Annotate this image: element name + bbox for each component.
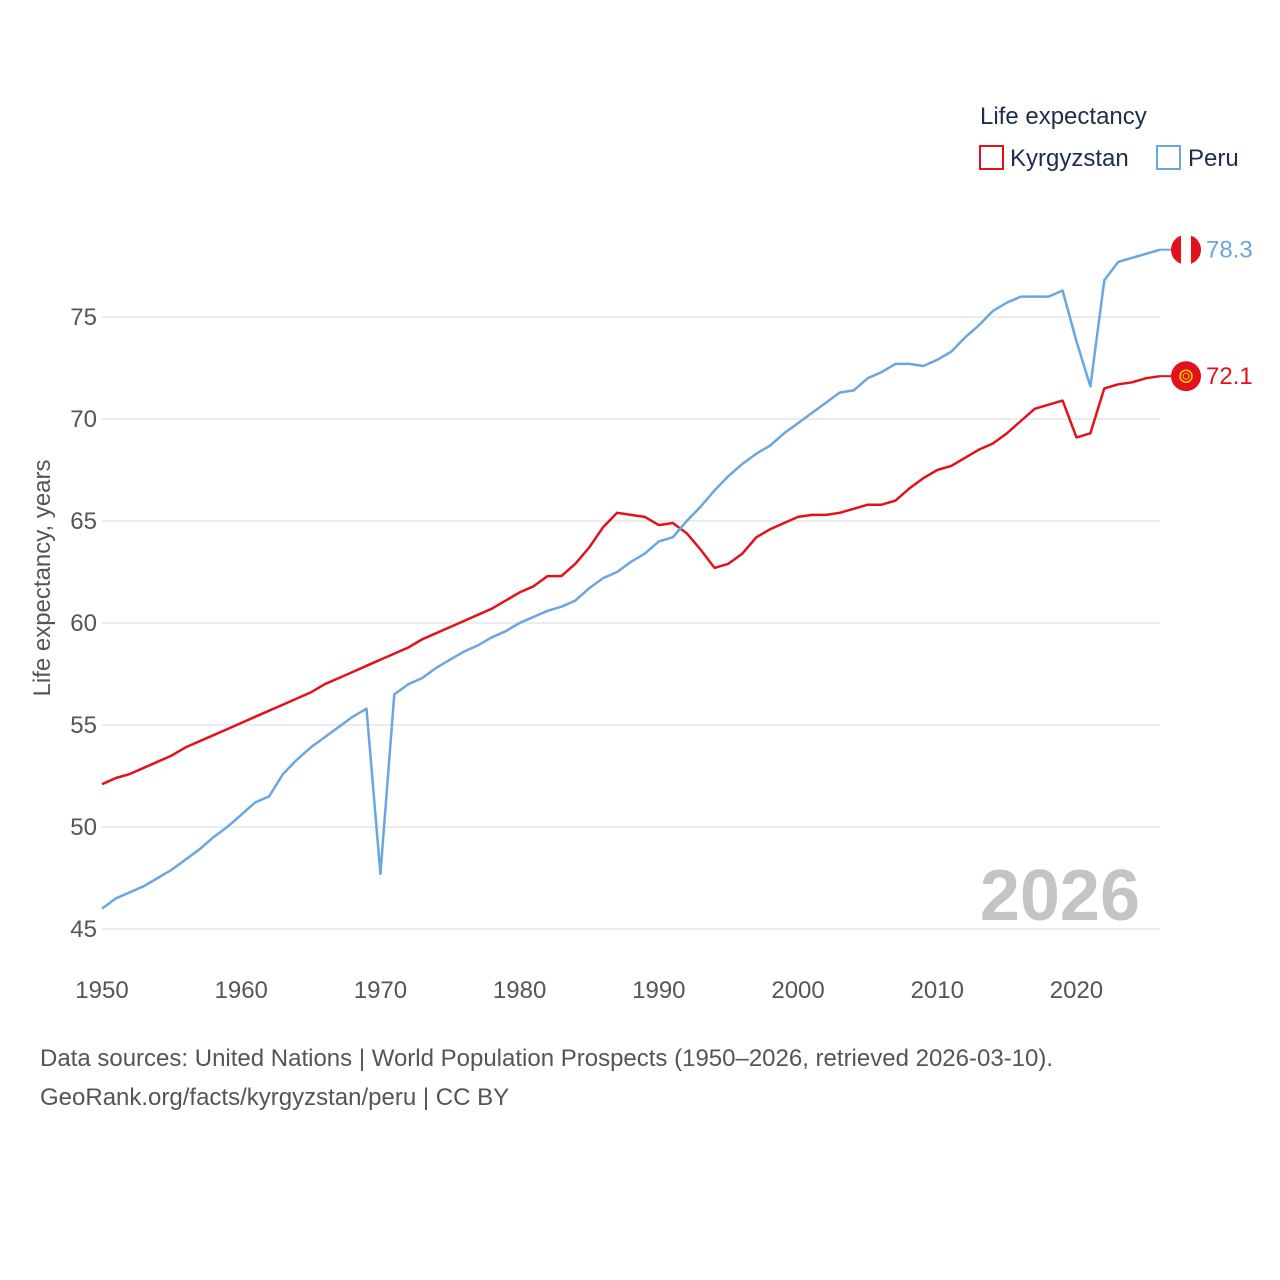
y-tick-label-55: 55: [70, 712, 97, 739]
y-tick-label-45: 45: [70, 916, 97, 943]
data-source-note: Data sources: United Nations | World Pop…: [40, 1045, 1054, 1072]
y-axis-ticks: 45 50 55 60 65 70 75: [70, 304, 97, 943]
end-value-label-peru: 78.3: [1206, 237, 1253, 264]
legend-item-kyrgyzstan[interactable]: Kyrgyzstan: [979, 145, 1129, 172]
x-tick-label-1990: 1990: [632, 977, 685, 1004]
legend-swatch-peru: [1156, 145, 1181, 170]
x-tick-label-2000: 2000: [771, 977, 824, 1004]
y-tick-label-60: 60: [70, 610, 97, 637]
x-tick-label-1960: 1960: [215, 977, 268, 1004]
x-tick-label-2020: 2020: [1050, 977, 1103, 1004]
x-axis-ticks: 1950 1960 1970 1980 1990 2000 2010 2020: [75, 977, 1103, 1004]
legend-item-peru[interactable]: Peru: [1156, 145, 1239, 172]
y-tick-label-50: 50: [70, 814, 97, 841]
y-tick-label-75: 75: [70, 304, 97, 331]
x-tick-label-1950: 1950: [75, 977, 128, 1004]
y-tick-label-70: 70: [70, 406, 97, 433]
series-line-kyrgyzstan[interactable]: [101, 374, 1161, 786]
y-tick-label-65: 65: [70, 508, 97, 535]
x-tick-label-1970: 1970: [354, 977, 407, 1004]
year-watermark: 2026: [980, 856, 1140, 936]
legend: Life expectancy Kyrgyzstan Peru: [979, 103, 1239, 172]
legend-swatch-kyrgyzstan: [979, 145, 1004, 170]
peru-flag-icon: [1171, 234, 1201, 265]
legend-title: Life expectancy: [980, 103, 1147, 130]
x-tick-label-2010: 2010: [911, 977, 964, 1004]
x-tick-label-1980: 1980: [493, 977, 546, 1004]
grid-layer: [102, 316, 1160, 930]
end-value-label-kyrgyzstan: 72.1: [1206, 363, 1253, 390]
legend-label-peru: Peru: [1188, 145, 1239, 172]
series-line-peru[interactable]: [101, 248, 1161, 910]
y-axis-label: Life expectancy, years: [29, 459, 56, 696]
license-link[interactable]: GeoRank.org/facts/kyrgyzstan/peru | CC B…: [40, 1084, 510, 1111]
series-layer: [101, 248, 1172, 910]
kyrgyzstan-flag-icon: [1171, 361, 1201, 392]
legend-label-kyrgyzstan: Kyrgyzstan: [1010, 145, 1129, 172]
